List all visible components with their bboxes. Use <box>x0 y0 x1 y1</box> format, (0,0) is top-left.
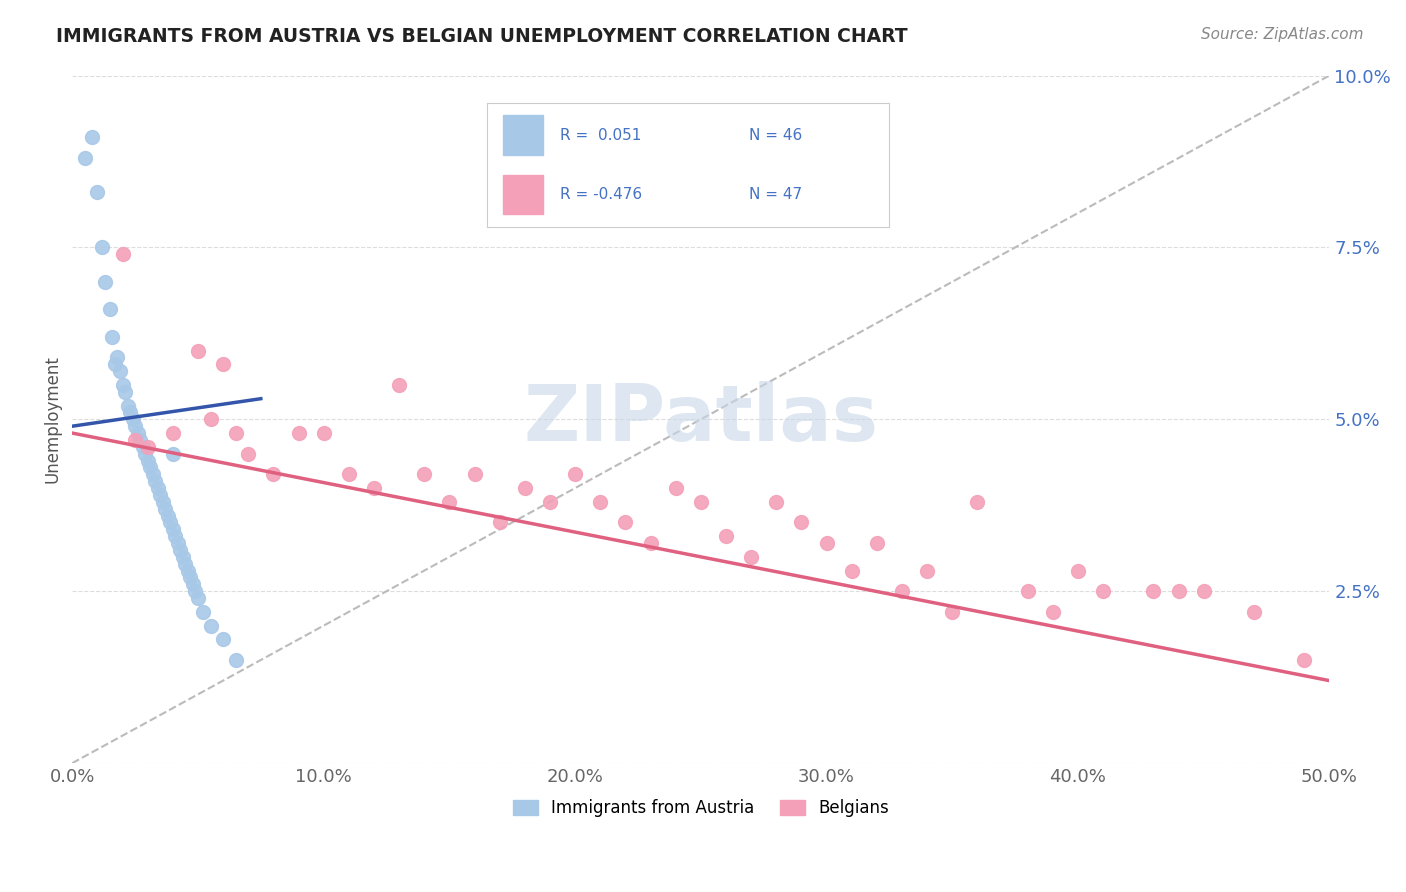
Point <box>172 549 194 564</box>
Point <box>136 453 159 467</box>
Point <box>640 536 662 550</box>
Point <box>169 543 191 558</box>
Point <box>107 351 129 365</box>
Point <box>714 529 737 543</box>
Point <box>156 508 179 523</box>
Point <box>200 412 222 426</box>
Point <box>1192 584 1215 599</box>
Point <box>181 577 204 591</box>
Point <box>111 247 134 261</box>
Point <box>146 481 169 495</box>
Point <box>915 564 938 578</box>
Point <box>139 460 162 475</box>
Point <box>120 405 142 419</box>
Point <box>614 516 637 530</box>
Point <box>439 495 461 509</box>
Point <box>121 412 143 426</box>
Point <box>101 330 124 344</box>
Point <box>191 605 214 619</box>
Point <box>91 240 114 254</box>
Point <box>1142 584 1164 599</box>
Point <box>200 618 222 632</box>
Point <box>337 467 360 482</box>
Point <box>287 426 309 441</box>
Text: ZIPatlas: ZIPatlas <box>523 381 879 458</box>
Text: Source: ZipAtlas.com: Source: ZipAtlas.com <box>1201 27 1364 42</box>
Point <box>513 481 536 495</box>
Point <box>86 186 108 200</box>
Text: IMMIGRANTS FROM AUSTRIA VS BELGIAN UNEMPLOYMENT CORRELATION CHART: IMMIGRANTS FROM AUSTRIA VS BELGIAN UNEMP… <box>56 27 908 45</box>
Point <box>866 536 889 550</box>
Point <box>1042 605 1064 619</box>
Point <box>131 440 153 454</box>
Point <box>162 522 184 536</box>
Point <box>312 426 335 441</box>
Point <box>129 433 152 447</box>
Point <box>152 495 174 509</box>
Point <box>104 357 127 371</box>
Point <box>488 516 510 530</box>
Point <box>117 399 139 413</box>
Point <box>94 275 117 289</box>
Point <box>463 467 485 482</box>
Point <box>1167 584 1189 599</box>
Point <box>124 433 146 447</box>
Y-axis label: Unemployment: Unemployment <box>44 355 60 483</box>
Point <box>815 536 838 550</box>
Point <box>162 426 184 441</box>
Point <box>166 536 188 550</box>
Point <box>665 481 688 495</box>
Point <box>765 495 787 509</box>
Point <box>143 474 166 488</box>
Point <box>363 481 385 495</box>
Point <box>155 501 177 516</box>
Point <box>73 151 96 165</box>
Point <box>187 343 209 358</box>
Point <box>165 529 187 543</box>
Point <box>184 584 207 599</box>
Point <box>238 447 260 461</box>
Point <box>136 440 159 454</box>
Point <box>212 632 235 647</box>
Point <box>1017 584 1039 599</box>
Point <box>142 467 165 482</box>
Point <box>262 467 284 482</box>
Point <box>225 653 247 667</box>
Point <box>413 467 436 482</box>
Point <box>159 516 181 530</box>
Point <box>966 495 988 509</box>
Point <box>388 378 411 392</box>
Point <box>538 495 561 509</box>
Point <box>98 302 121 317</box>
Point <box>179 570 201 584</box>
Point <box>891 584 914 599</box>
Point <box>212 357 235 371</box>
Point <box>589 495 612 509</box>
Point <box>82 130 104 145</box>
Point <box>1294 653 1316 667</box>
Point <box>111 378 134 392</box>
Point <box>114 384 136 399</box>
Point <box>108 364 131 378</box>
Point <box>1067 564 1090 578</box>
Point <box>225 426 247 441</box>
Point <box>187 591 209 606</box>
Point <box>689 495 711 509</box>
Point <box>1243 605 1265 619</box>
Point <box>564 467 586 482</box>
Legend: Immigrants from Austria, Belgians: Immigrants from Austria, Belgians <box>506 792 896 823</box>
Point <box>1092 584 1115 599</box>
Point <box>124 419 146 434</box>
Point <box>162 447 184 461</box>
Point <box>127 426 149 441</box>
Point <box>177 564 200 578</box>
Point <box>841 564 863 578</box>
Point <box>740 549 762 564</box>
Point <box>941 605 963 619</box>
Point <box>174 557 197 571</box>
Point <box>134 447 156 461</box>
Point <box>149 488 172 502</box>
Point <box>790 516 813 530</box>
